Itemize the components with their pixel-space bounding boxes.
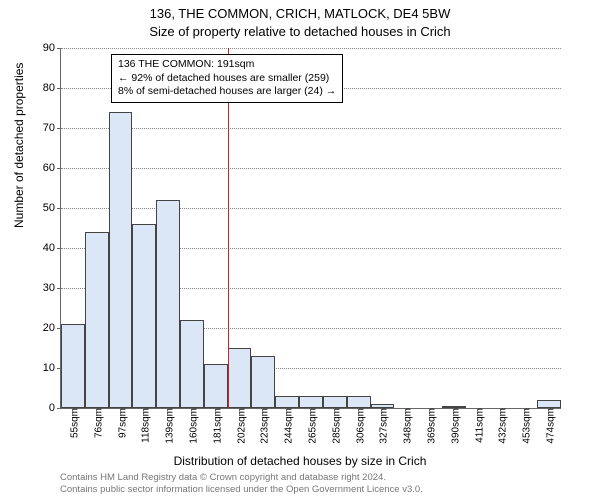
histogram-bar [156,200,180,408]
annotation-box: 136 THE COMMON: 191sqm ← 92% of detached… [111,54,343,103]
y-tick-label: 70 [43,122,61,134]
x-axis-label: Distribution of detached houses by size … [0,454,600,468]
x-tick-label: 55sqm [65,408,80,438]
y-tick-label: 10 [43,362,61,374]
y-tick-label: 60 [43,162,61,174]
histogram-bar [228,348,252,408]
chart-title-sub: Size of property relative to detached ho… [0,24,600,39]
histogram-bar [132,224,156,408]
x-tick-label: 223sqm [256,408,271,444]
plot-area: 010203040506070809055sqm76sqm97sqm118sqm… [60,48,561,409]
x-tick-label: 411sqm [470,408,485,443]
y-axis-label: Number of detached properties [12,63,26,228]
x-tick-label: 181sqm [208,408,223,444]
y-tick-label: 80 [43,82,61,94]
y-tick-label: 30 [43,282,61,294]
histogram-bar [109,112,133,408]
footer-attribution: Contains HM Land Registry data © Crown c… [60,472,423,496]
histogram-bar [180,320,204,408]
x-tick-label: 306sqm [351,408,366,444]
x-tick-label: 202sqm [232,408,247,444]
annotation-line-1: 136 THE COMMON: 191sqm [118,58,336,72]
gridline [61,168,561,169]
histogram-bar [537,400,561,408]
histogram-bar [299,396,323,408]
footer-line-1: Contains HM Land Registry data © Crown c… [60,472,423,484]
y-tick-label: 90 [43,42,61,54]
x-tick-label: 76sqm [89,408,104,438]
gridline [61,128,561,129]
x-tick-label: 432sqm [494,408,509,444]
histogram-bar [251,356,275,408]
x-tick-label: 453sqm [518,408,533,444]
histogram-bar [61,324,85,408]
x-tick-label: 348sqm [399,408,414,444]
x-tick-label: 474sqm [542,408,557,444]
x-tick-label: 285sqm [327,408,342,444]
x-tick-label: 369sqm [423,408,438,444]
gridline [61,208,561,209]
histogram-bar [347,396,371,408]
histogram-bar [275,396,299,408]
histogram-bar [85,232,109,408]
gridline [61,48,561,49]
x-tick-label: 118sqm [137,408,152,443]
x-tick-label: 244sqm [280,408,295,444]
histogram-bar [323,396,347,408]
chart-title-main: 136, THE COMMON, CRICH, MATLOCK, DE4 5BW [0,6,600,21]
x-tick-label: 390sqm [446,408,461,444]
x-tick-label: 265sqm [304,408,319,444]
x-tick-label: 97sqm [113,408,128,438]
y-tick-label: 0 [49,402,61,414]
footer-line-2: Contains public sector information licen… [60,484,423,496]
annotation-line-2: ← 92% of detached houses are smaller (25… [118,72,336,86]
x-tick-label: 160sqm [184,408,199,444]
histogram-bar [204,364,228,408]
y-tick-label: 50 [43,202,61,214]
y-tick-label: 40 [43,242,61,254]
annotation-line-3: 8% of semi-detached houses are larger (2… [118,85,336,99]
x-tick-label: 139sqm [161,408,176,444]
x-tick-label: 327sqm [375,408,390,444]
chart-container: 136, THE COMMON, CRICH, MATLOCK, DE4 5BW… [0,0,600,500]
y-tick-label: 20 [43,322,61,334]
